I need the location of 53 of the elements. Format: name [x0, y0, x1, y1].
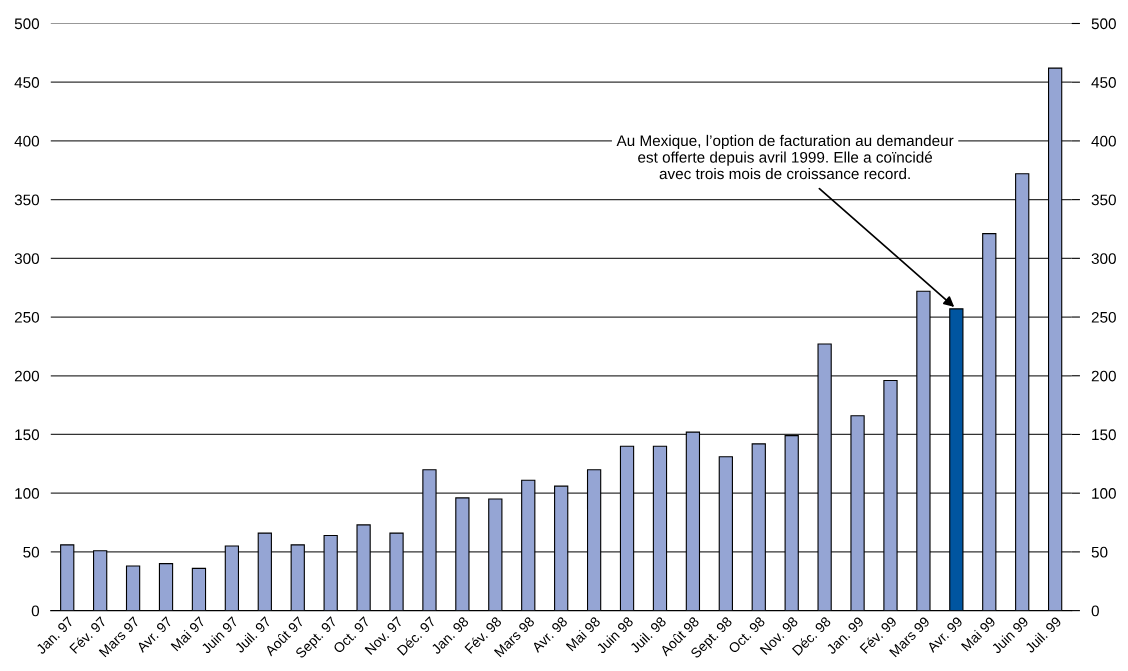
y-tick-label: 400: [14, 135, 40, 147]
y-tick-label: 350: [14, 194, 40, 206]
y-tick-label: 150: [15, 429, 40, 441]
y-tick-label: 200: [14, 370, 40, 382]
bar: [751, 443, 766, 611]
y2-tick-label: 150: [1092, 429, 1116, 441]
bar: [652, 445, 668, 611]
y-tick-label: 250: [14, 311, 40, 323]
y2-tick-label: 500: [1091, 18, 1116, 30]
bar: [224, 545, 240, 611]
bar: [191, 567, 207, 611]
y2-tick-label: 300: [1091, 253, 1116, 265]
y-tick-label: 50: [23, 546, 40, 558]
bar: [1047, 67, 1063, 611]
bar: [257, 532, 272, 611]
bar: [60, 544, 75, 611]
bar: [356, 524, 371, 611]
bar: [817, 343, 832, 611]
y-tick-label: 450: [14, 77, 40, 88]
bar: [586, 469, 602, 611]
bar: [323, 534, 338, 611]
y2-tick-label: 0: [1091, 605, 1099, 617]
bar: [850, 415, 865, 611]
bar: [125, 565, 141, 611]
bar: [982, 233, 997, 611]
y2-tick-label: 350: [1091, 194, 1116, 206]
bar: [916, 290, 931, 611]
bar: [1015, 173, 1030, 611]
bar: [389, 532, 404, 611]
bar: [718, 456, 733, 611]
bar: [422, 469, 437, 611]
y-tick-label: 100: [15, 488, 40, 499]
y2-tick-label: 50: [1091, 546, 1108, 558]
y2-tick-label: 100: [1092, 488, 1116, 499]
bar: [883, 379, 898, 611]
bar: [93, 550, 108, 611]
bar: [158, 563, 174, 611]
bar: [554, 485, 569, 611]
y2-tick-label: 250: [1091, 311, 1116, 323]
y-tick-label: 300: [14, 253, 40, 265]
y-tick-label: 500: [14, 18, 40, 30]
y-tick-label: 0: [31, 605, 40, 617]
bar: [488, 498, 503, 611]
y2-tick-label: 400: [1091, 135, 1116, 147]
bar: [455, 497, 470, 611]
bar: [290, 544, 305, 611]
bar: [784, 435, 799, 611]
annotation: Au Mexique, l’option de facturation au demandeur est offerte depuis avril 1999. Elle a coïncidé avec trois mois de croissance record.: [616, 134, 954, 180]
bar: [521, 479, 536, 611]
bar: [685, 431, 701, 611]
y2-tick-label: 450: [1091, 77, 1116, 88]
bar: [619, 445, 635, 611]
y2-tick-label: 200: [1091, 370, 1116, 382]
